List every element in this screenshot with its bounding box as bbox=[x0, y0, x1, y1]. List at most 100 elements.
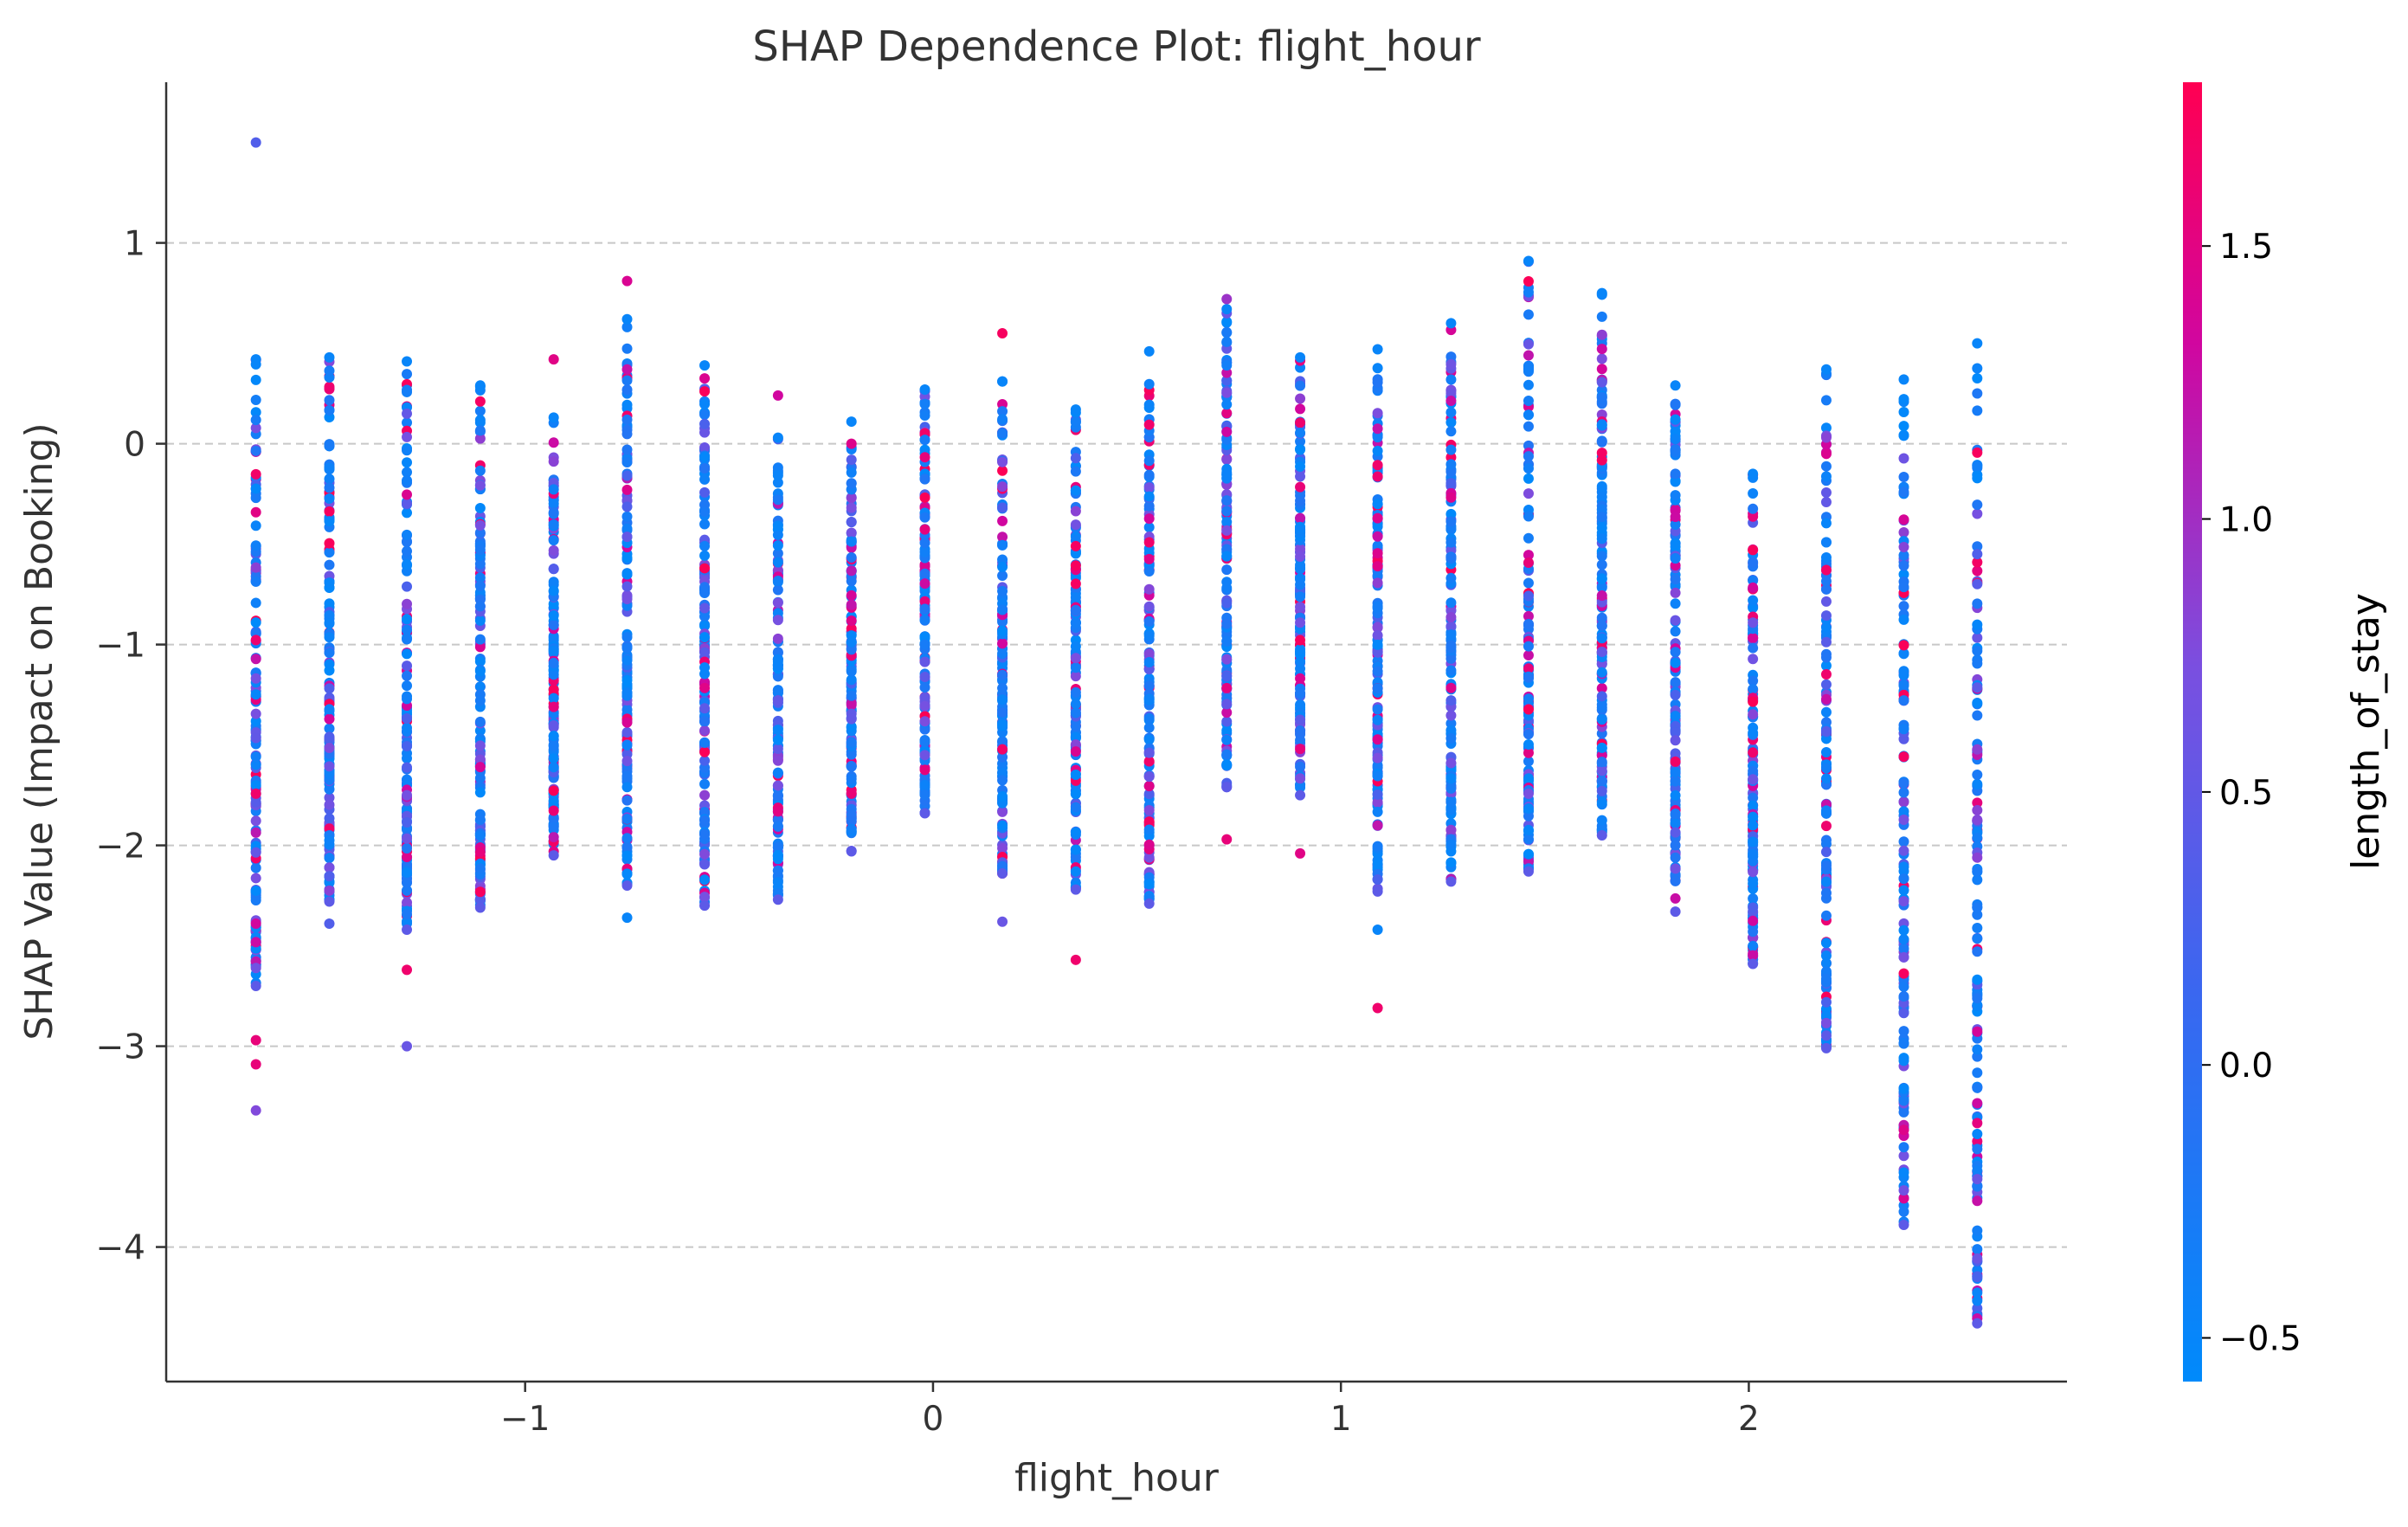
scatter-point bbox=[621, 414, 633, 425]
scatter-point bbox=[324, 783, 335, 795]
scatter-point bbox=[772, 790, 783, 802]
scatter-point bbox=[1748, 926, 1759, 937]
scatter-point bbox=[1898, 695, 1909, 706]
scatter-point bbox=[1972, 1287, 1983, 1298]
scatter-point bbox=[548, 484, 559, 495]
scatter-point bbox=[1820, 660, 1832, 672]
scatter-point bbox=[1372, 445, 1383, 456]
scatter-point bbox=[1221, 525, 1233, 536]
scatter-point bbox=[997, 604, 1008, 615]
scatter-point bbox=[1221, 834, 1233, 845]
scatter-point bbox=[1372, 377, 1383, 388]
scatter-point bbox=[474, 519, 486, 531]
scatter-point bbox=[846, 516, 857, 527]
scatter-point bbox=[1670, 538, 1681, 549]
scatter-point bbox=[324, 799, 335, 810]
scatter-point bbox=[621, 532, 633, 543]
scatter-point bbox=[772, 584, 783, 596]
scatter-point bbox=[699, 755, 711, 766]
scatter-point bbox=[1295, 773, 1306, 784]
scatter-point bbox=[846, 615, 857, 626]
scatter-point bbox=[1295, 544, 1306, 555]
scatter-point bbox=[1143, 680, 1155, 692]
scatter-point bbox=[1898, 861, 1909, 873]
scatter-point bbox=[1898, 896, 1909, 907]
scatter-point bbox=[1670, 598, 1681, 609]
scatter-point bbox=[402, 581, 413, 592]
scatter-point bbox=[846, 565, 857, 577]
scatter-point bbox=[1972, 1000, 1983, 1011]
scatter-point bbox=[324, 723, 335, 734]
scatter-point bbox=[548, 657, 559, 668]
scatter-point bbox=[1070, 884, 1081, 895]
scatter-point bbox=[1898, 374, 1909, 385]
scatter-point bbox=[1670, 766, 1681, 777]
scatter-point bbox=[324, 834, 335, 846]
scatter-point bbox=[1748, 774, 1759, 785]
scatter-point bbox=[621, 841, 633, 853]
scatter-point bbox=[1221, 671, 1233, 682]
scatter-point bbox=[474, 380, 486, 391]
scatter-point bbox=[1972, 909, 1983, 920]
scatter-point bbox=[250, 827, 261, 838]
scatter-point bbox=[1972, 549, 1983, 560]
scatter-point bbox=[1523, 451, 1534, 462]
scatter-point bbox=[1143, 824, 1155, 835]
scatter-point bbox=[1372, 714, 1383, 725]
scatter-point bbox=[402, 917, 413, 928]
y-tick-label: 1 bbox=[124, 225, 145, 264]
scatter-point bbox=[1670, 727, 1681, 738]
scatter-point bbox=[324, 577, 335, 589]
scatter-point bbox=[772, 557, 783, 568]
scatter-point bbox=[1972, 1067, 1983, 1079]
scatter-point bbox=[1972, 1318, 1983, 1329]
scatter-point bbox=[621, 654, 633, 666]
scatter-point bbox=[997, 775, 1008, 786]
scatter-point bbox=[1143, 583, 1155, 595]
scatter-point bbox=[1523, 834, 1534, 845]
scatter-point bbox=[548, 544, 559, 556]
scatter-point bbox=[1295, 393, 1306, 404]
scatter-point bbox=[1748, 642, 1759, 654]
scatter-point bbox=[1748, 617, 1759, 628]
scatter-point bbox=[402, 614, 413, 625]
scatter-point bbox=[1748, 511, 1759, 522]
scatter-point bbox=[772, 520, 783, 532]
scatter-point bbox=[402, 897, 413, 908]
scatter-point bbox=[1295, 461, 1306, 473]
scatter-point bbox=[1820, 746, 1832, 757]
scatter-point bbox=[621, 770, 633, 782]
scatter-point bbox=[1748, 848, 1759, 860]
scatter-point bbox=[1372, 806, 1383, 817]
scatter-point bbox=[1748, 747, 1759, 758]
scatter-point bbox=[1596, 573, 1607, 584]
scatter-point bbox=[474, 480, 486, 491]
scatter-point bbox=[1596, 691, 1607, 702]
scatter-point bbox=[1898, 806, 1909, 817]
scatter-point bbox=[1898, 407, 1909, 418]
scatter-point bbox=[997, 820, 1008, 831]
scatter-point bbox=[474, 762, 486, 773]
scatter-point bbox=[1596, 353, 1607, 364]
scatter-point bbox=[1143, 839, 1155, 850]
scatter-point bbox=[846, 749, 857, 760]
scatter-point bbox=[1221, 564, 1233, 576]
scatter-point bbox=[1820, 950, 1832, 962]
scatter-point bbox=[1445, 642, 1457, 654]
scatter-point bbox=[997, 585, 1008, 596]
scatter-point bbox=[1523, 557, 1534, 568]
scatter-point bbox=[402, 598, 413, 609]
scatter-point bbox=[1596, 522, 1607, 533]
scatter-point bbox=[548, 632, 559, 643]
scatter-point bbox=[402, 431, 413, 442]
scatter-point bbox=[1070, 844, 1081, 855]
scatter-point bbox=[1221, 426, 1233, 437]
scatter-point bbox=[1748, 867, 1759, 878]
scatter-point bbox=[474, 572, 486, 583]
scatter-point bbox=[1670, 776, 1681, 787]
scatter-point bbox=[1070, 827, 1081, 838]
scatter-point bbox=[699, 778, 711, 789]
scatter-point bbox=[919, 614, 930, 625]
scatter-point bbox=[919, 672, 930, 683]
y-axis-ticks: 1 0 −1 −2 −3 −4 bbox=[96, 225, 166, 1268]
